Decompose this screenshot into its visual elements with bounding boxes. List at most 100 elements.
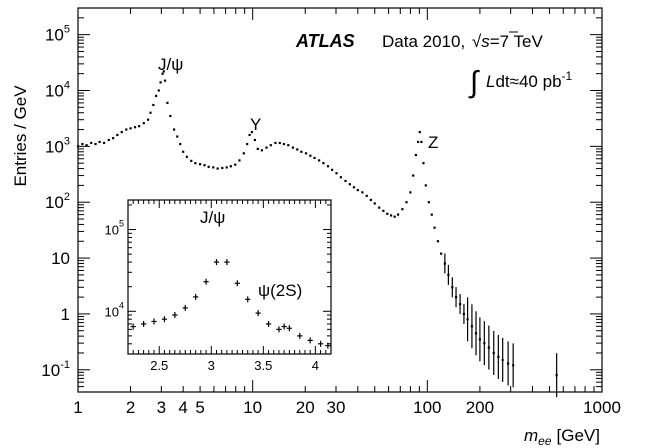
data-point (190, 159, 193, 162)
inset-peak-label-jpsi: J/ψ (200, 208, 225, 227)
inset-y-tick-label-exp: 5 (119, 219, 124, 229)
marker (265, 146, 268, 149)
marker (373, 202, 376, 205)
y-tick-label-base: 10 (45, 137, 64, 156)
peak-label-z: Z (428, 133, 438, 152)
data-point (185, 155, 188, 158)
data-point (85, 144, 88, 147)
data-point (483, 321, 486, 366)
inset-data-points (130, 259, 331, 349)
marker (76, 145, 80, 148)
x-tick-label: 1 (73, 398, 82, 417)
marker (409, 191, 412, 194)
data-point (420, 140, 423, 144)
x-tick-label: 3 (157, 398, 166, 417)
marker (194, 162, 197, 165)
inset-data-point (203, 278, 209, 285)
marker (179, 142, 182, 146)
marker (447, 273, 450, 276)
inset-y-tick-label-base: 10 (105, 223, 119, 238)
marker (234, 163, 237, 166)
data-point (242, 152, 245, 155)
inset-y-tick-label: 104 (105, 300, 124, 319)
data-point (401, 208, 404, 211)
data-point (287, 144, 290, 147)
luminosity-label: Ldt≈40 pb-1 (486, 69, 573, 91)
marker (291, 146, 295, 149)
data-point (120, 130, 123, 134)
data-point (470, 304, 474, 349)
marker (436, 240, 440, 243)
y-tick-label: 102 (45, 191, 70, 212)
marker (152, 103, 155, 107)
inset-y-tick-label-exp: 4 (119, 300, 124, 310)
data-point (454, 287, 458, 308)
sqrt-symbol: √ (472, 32, 482, 51)
x-tick-label: 20 (296, 398, 315, 417)
data-point (458, 294, 462, 315)
marker (169, 114, 172, 118)
marker (365, 194, 368, 197)
y-tick-label-exp: 4 (64, 80, 70, 92)
data-point (356, 188, 359, 192)
inset-plot-frame (127, 199, 332, 355)
y-tick-label-base: 10 (45, 82, 64, 101)
inset-data-point (286, 325, 292, 332)
marker (313, 156, 316, 160)
marker (356, 188, 359, 192)
marker (317, 159, 321, 162)
data-point (269, 144, 272, 147)
marker (229, 165, 232, 168)
inset-x-tick-labels: 2.5 3 3.5 4 (150, 358, 319, 373)
marker (458, 302, 462, 306)
data-point (246, 142, 249, 146)
marker (94, 142, 97, 146)
marker (462, 312, 466, 316)
inset-data-point (245, 296, 251, 303)
marker (466, 318, 469, 321)
data-point (155, 94, 158, 98)
marker (361, 191, 364, 194)
data-point (512, 343, 515, 388)
data-point (348, 183, 351, 186)
x-tick-label: 30 (327, 398, 346, 417)
x-tick-label: 2 (126, 398, 135, 417)
data-point (466, 297, 469, 342)
marker (386, 212, 389, 215)
data-point (76, 145, 80, 148)
marker (129, 127, 132, 130)
marker (161, 72, 164, 75)
marker (269, 144, 272, 147)
data-point (492, 330, 495, 375)
data-point (250, 130, 254, 134)
y-tick-label-exp: 3 (64, 135, 70, 147)
lumi-exp: -1 (562, 69, 573, 83)
data-point (393, 215, 396, 218)
inset-data-point (276, 326, 282, 333)
y-tick-label: 104 (45, 80, 70, 101)
data-point (555, 353, 558, 398)
experiment-label: ATLAS (295, 31, 355, 51)
data-point (212, 166, 215, 169)
data-point (440, 252, 443, 255)
data-point (112, 137, 115, 140)
marker (133, 126, 137, 129)
inset-data-point (130, 323, 136, 330)
marker (163, 79, 167, 82)
data-point (256, 147, 259, 151)
data-point (90, 141, 93, 145)
inset-axis-ticks (128, 200, 332, 355)
marker (207, 165, 210, 168)
y-tick-label-exp: -1 (60, 359, 70, 371)
data-point (157, 89, 160, 92)
data-point (369, 198, 372, 201)
marker (474, 332, 478, 335)
marker (478, 338, 482, 341)
marker (352, 186, 356, 189)
marker (116, 133, 119, 137)
data-point (173, 128, 176, 131)
data-point (443, 253, 446, 274)
marker (98, 140, 101, 144)
data-point (296, 148, 299, 151)
